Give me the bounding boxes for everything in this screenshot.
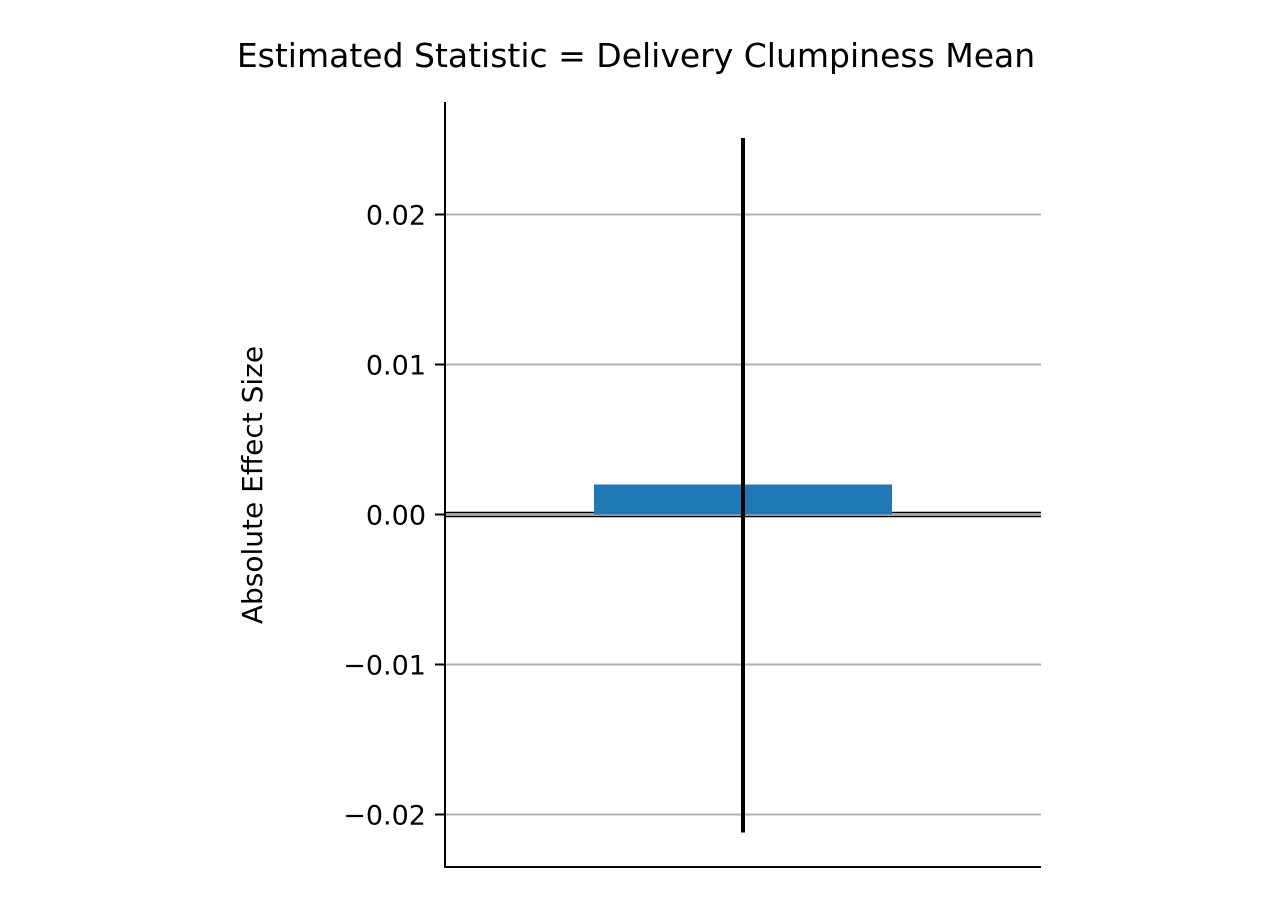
y-tick-label: 0.00 [366,501,426,532]
y-tick-labels: 0.02 0.01 0.00 −0.01 −0.02 [343,201,426,832]
axes [435,102,1041,868]
chart-title: Estimated Statistic = Delivery Clumpines… [237,36,1035,75]
y-tick-label: −0.02 [343,801,426,832]
y-tick-label: 0.01 [366,351,426,382]
y-axis-label: Absolute Effect Size [236,346,269,624]
y-tick-label: 0.02 [366,201,426,232]
y-tick-label: −0.01 [343,651,426,682]
